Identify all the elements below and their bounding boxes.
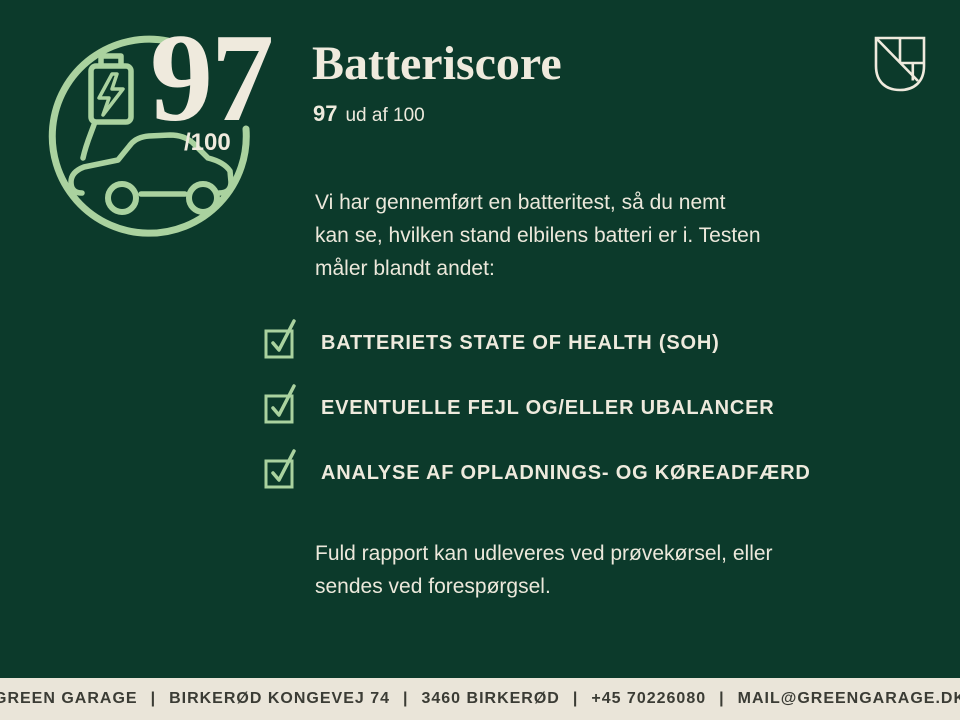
intro-paragraph: Vi har gennemført en batteritest, så du … bbox=[315, 186, 761, 285]
footer-separator: | bbox=[150, 690, 157, 707]
rear-wheel bbox=[186, 181, 220, 215]
check-icon bbox=[264, 384, 296, 424]
footer-city: 3460 BIRKERØD bbox=[421, 690, 560, 707]
score-subtitle: 97 ud af 100 bbox=[313, 101, 425, 127]
checkbox-tick bbox=[271, 449, 296, 482]
checklist-item-analyse: ANALYSE AF OPLADNINGS- OG KØREADFÆRD bbox=[262, 444, 811, 492]
closing-line: sendes ved forespørgsel. bbox=[315, 575, 551, 598]
battery-score-value: 97 bbox=[150, 9, 274, 148]
checkbox-tick bbox=[271, 384, 296, 417]
intro-line: måler blandt andet: bbox=[315, 257, 495, 280]
footer-separator: | bbox=[719, 690, 725, 707]
checkbox-square bbox=[264, 459, 294, 489]
footer-company-name: GREEN GARAGE bbox=[0, 690, 138, 707]
intro-line: Vi har gennemført en batteritest, så du … bbox=[315, 191, 726, 214]
checklist-label: ANALYSE AF OPLADNINGS- OG KØREADFÆRD bbox=[321, 461, 811, 484]
battery-terminal bbox=[98, 53, 124, 64]
footer-separator: | bbox=[572, 690, 579, 707]
lightning-bolt-icon bbox=[97, 72, 125, 117]
footer-street-address: BIRKERØD KONGEVEJ 74 bbox=[169, 690, 390, 707]
footer-separator: | bbox=[403, 690, 409, 707]
checkbox-square bbox=[264, 329, 294, 359]
checklist-label: EVENTUELLE FEJL OG/ELLER UBALANCER bbox=[321, 396, 775, 419]
battery-score-denominator: /100 bbox=[184, 129, 231, 156]
closing-line: Fuld rapport kan udleveres ved prøvekørs… bbox=[315, 542, 773, 565]
logo-shield-outline bbox=[874, 36, 926, 92]
check-icon bbox=[264, 449, 296, 489]
page-title: Batteriscore bbox=[312, 37, 562, 90]
closing-paragraph: Fuld rapport kan udleveres ved prøvekørs… bbox=[315, 537, 773, 603]
footer-contact-bar: GREEN GARAGE | BIRKERØD KONGEVEJ 74 | 34… bbox=[0, 678, 960, 720]
checkbox-tick bbox=[271, 319, 296, 352]
checklist-item-fejl: EVENTUELLE FEJL OG/ELLER UBALANCER bbox=[262, 379, 775, 427]
badge-circle bbox=[48, 35, 250, 237]
subtitle-score: 97 bbox=[313, 101, 338, 126]
checkbox-square bbox=[264, 394, 294, 424]
logo-leaf-main-vein bbox=[875, 37, 919, 82]
footer-phone: +45 70226080 bbox=[591, 690, 707, 707]
intro-line: kan se, hvilken stand elbilens batteri e… bbox=[315, 224, 761, 247]
subtitle-rest: ud af 100 bbox=[345, 105, 425, 126]
green-garage-shield-leaf-logo-icon bbox=[874, 36, 926, 92]
ev-car-battery-badge-icon bbox=[48, 35, 250, 237]
car-icon bbox=[68, 132, 234, 196]
check-icon bbox=[264, 319, 296, 359]
checklist-label: BATTERIETS STATE OF HEALTH (SOH) bbox=[321, 331, 720, 354]
battery-icon bbox=[88, 63, 134, 125]
front-wheel bbox=[105, 181, 139, 215]
footer-email: MAIL@GREENGARAGE.DK bbox=[737, 690, 960, 707]
charging-cable bbox=[80, 119, 98, 161]
checklist-item-soh: BATTERIETS STATE OF HEALTH (SOH) bbox=[262, 314, 720, 362]
